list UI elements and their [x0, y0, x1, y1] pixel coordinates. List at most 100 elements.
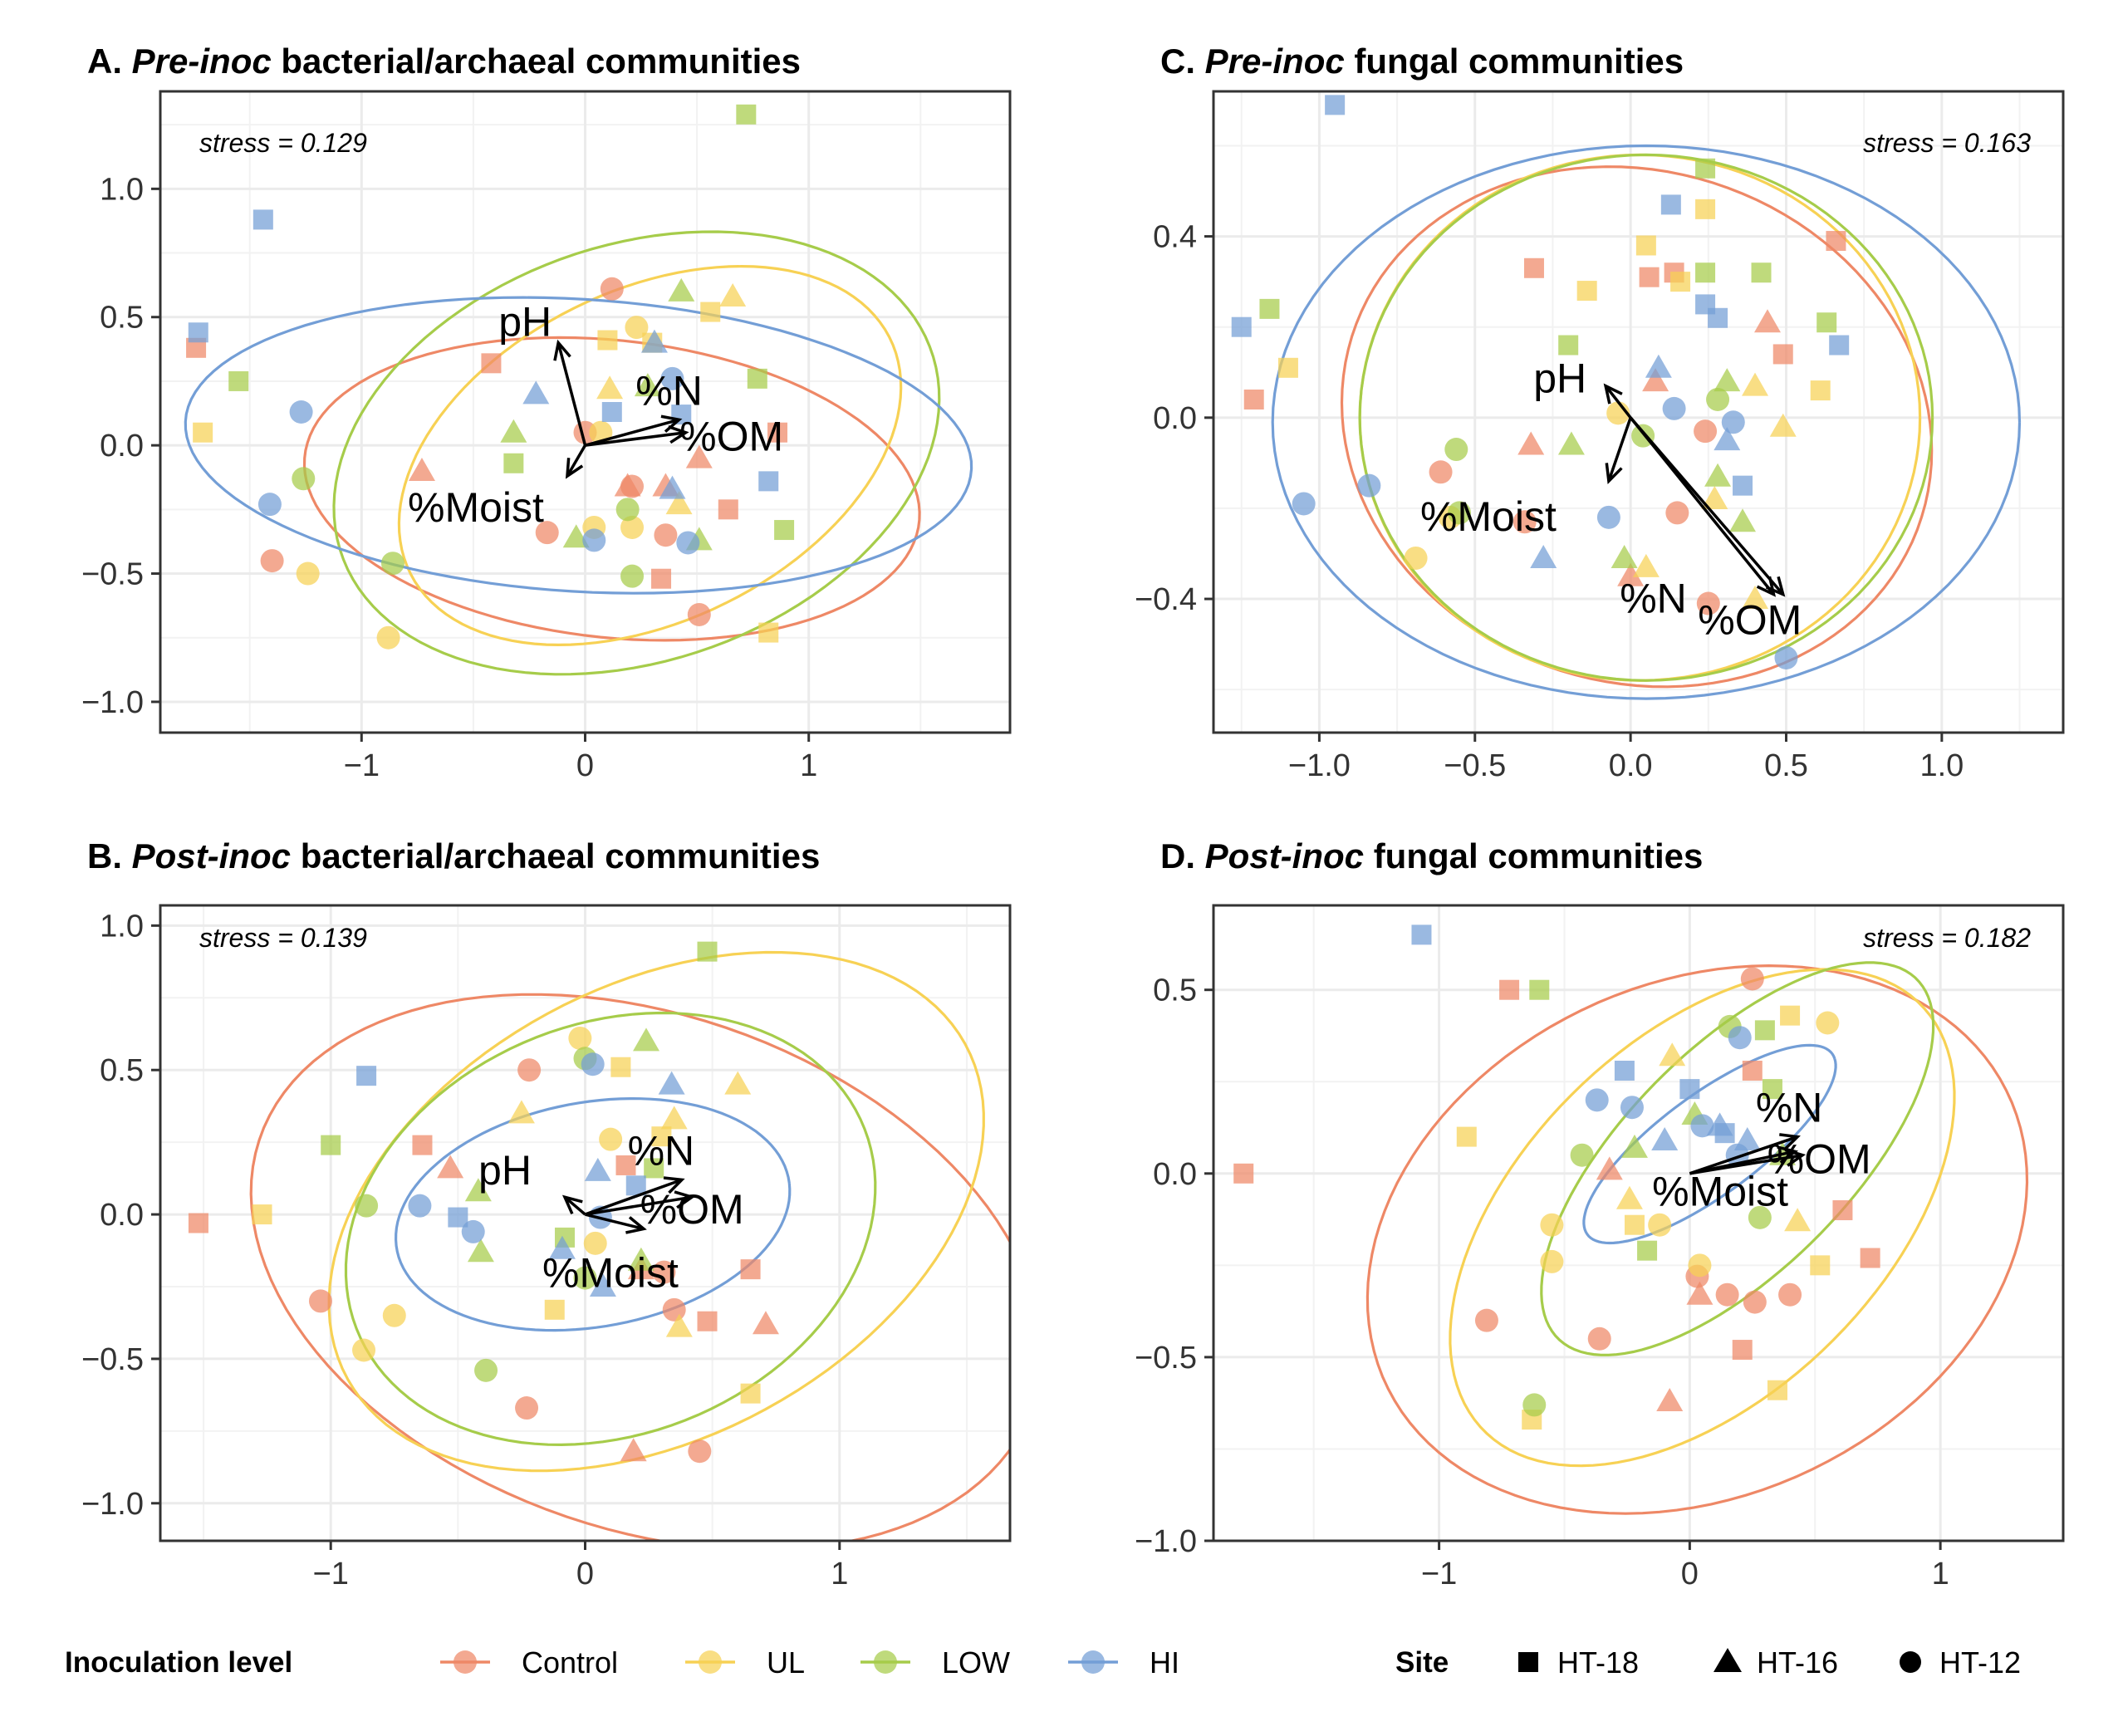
- x-tick-label: 0.5: [1764, 748, 1808, 783]
- panel-a-title: A. Pre-inoc bacterial/archaeal communiti…: [87, 42, 801, 81]
- point-hi-ht-12: [1292, 492, 1316, 516]
- legend-label: HT-16: [1757, 1645, 1838, 1680]
- point-ul-ht-16: [665, 1313, 693, 1337]
- ellipse-low: [332, 230, 941, 676]
- point-hi-ht-18: [758, 471, 779, 492]
- point-ul-ht-16: [1784, 1208, 1812, 1232]
- point-ul-ht-16: [660, 1106, 688, 1130]
- point-hi-ht-16: [584, 1157, 611, 1181]
- point-hi-ht-16: [589, 1273, 616, 1297]
- point-control-ht-12: [1474, 1308, 1498, 1332]
- point-ul-ht-18: [1576, 281, 1597, 302]
- point-low-ht-18: [1816, 312, 1837, 333]
- point-control-ht-18: [651, 568, 672, 589]
- point-low-ht-12: [1706, 387, 1730, 411]
- point-ul-ht-12: [583, 1231, 607, 1255]
- legend-key-low: [860, 1650, 910, 1674]
- point-ul-ht-18: [1635, 235, 1656, 256]
- points: [186, 104, 795, 650]
- point-control-ht-18: [481, 353, 502, 374]
- vector-arrow: [585, 430, 686, 447]
- point-control-ht-18: [1523, 257, 1544, 278]
- point-ul-ht-18: [1810, 1255, 1831, 1276]
- axes: −1 0 1 −1.0 −0.5 0.0 0.5 1.0: [81, 909, 848, 1591]
- point-control-ht-12: [1665, 501, 1689, 525]
- vector-label: pH: [1533, 356, 1586, 402]
- y-tick-label: −0.5: [81, 557, 144, 592]
- point-control-ht-18: [615, 1155, 636, 1175]
- x-tick-label: −1.0: [1288, 748, 1351, 783]
- stress-label: stress = 0.139: [199, 923, 367, 953]
- legend-label: Control: [522, 1645, 618, 1680]
- y-tick-label: 0.0: [100, 429, 144, 463]
- point-low-ht-12: [380, 552, 404, 576]
- point-hi-ht-18: [252, 209, 273, 230]
- site-key-square: [1518, 1652, 1538, 1672]
- point-hi-ht-16: [1530, 544, 1557, 568]
- point-ul-ht-18: [1767, 1380, 1787, 1400]
- point-ul-ht-16: [1659, 1042, 1686, 1067]
- point-ul-ht-18: [610, 1057, 631, 1077]
- point-low-ht-12: [1748, 1205, 1772, 1229]
- point-control-ht-18: [1243, 389, 1264, 409]
- y-tick-label: −0.5: [1135, 1341, 1197, 1376]
- vector-arrowhead: [668, 425, 689, 444]
- vector-arrowhead: [1777, 1145, 1799, 1165]
- point-control-ht-12: [1694, 419, 1718, 444]
- point-control-ht-18: [718, 499, 738, 520]
- point-control-ht-18: [412, 1135, 433, 1155]
- vector-arrowhead: [565, 458, 584, 479]
- point-hi-ht-12: [257, 493, 282, 517]
- point-hi-ht-12: [1662, 396, 1686, 420]
- point-ul-ht-12: [296, 562, 320, 586]
- vector-label: %N: [1620, 576, 1687, 622]
- point-control-ht-18: [697, 1311, 718, 1331]
- vector-arrowhead: [625, 1216, 647, 1234]
- point-low-ht-12: [1522, 1393, 1547, 1417]
- point-control-ht-16: [1754, 309, 1782, 333]
- legend: Inoculation level Control UL LOW HI Site HT…: [65, 1645, 2021, 1680]
- point-low-ht-18: [228, 370, 249, 391]
- point-low-ht-16: [633, 1027, 660, 1052]
- vector-arrow: [1607, 417, 1632, 482]
- vector-label: %Moist: [542, 1249, 679, 1296]
- point-control-ht-16: [408, 458, 435, 482]
- point-low-ht-18: [644, 1158, 664, 1179]
- ellipse-control: [302, 336, 921, 642]
- point-low-ht-16: [1611, 544, 1638, 568]
- y-tick-label: 0.5: [100, 301, 144, 336]
- legend-label: HT-12: [1939, 1645, 2021, 1680]
- vector-label: pH: [498, 299, 552, 346]
- ellipse-ul: [397, 264, 903, 647]
- point-ul-ht-16: [1701, 486, 1728, 510]
- point-ul-ht-16: [724, 1071, 752, 1095]
- point-control-ht-18: [767, 422, 788, 443]
- point-low-ht-18: [321, 1135, 341, 1155]
- point-hi-ht-12: [1596, 505, 1620, 529]
- point-ul-ht-16: [665, 491, 693, 515]
- legend-label: UL: [767, 1645, 805, 1680]
- point-hi-ht-12: [676, 531, 700, 555]
- legend-key-hi: [1068, 1650, 1118, 1674]
- x-tick-label: 0: [576, 748, 594, 783]
- point-low-ht-18: [1529, 979, 1550, 1000]
- point-hi-ht-12: [1721, 410, 1745, 434]
- point-ul-ht-16: [1769, 413, 1797, 437]
- vector-arrow: [556, 342, 587, 446]
- point-low-ht-12: [573, 1266, 597, 1290]
- point-control-ht-16: [1517, 431, 1545, 455]
- vector-arrowhead: [1765, 576, 1786, 597]
- point-ul-ht-12: [352, 1338, 376, 1362]
- point-hi-ht-12: [1774, 645, 1798, 669]
- point-low-ht-18: [1751, 262, 1772, 283]
- point-ul-ht-18: [1810, 380, 1831, 401]
- vector-arrow: [585, 1213, 645, 1231]
- x-tick-label: −1: [313, 1557, 349, 1591]
- panel-b-title: B. Post-inoc bacterial/archaeal communit…: [87, 836, 820, 875]
- axes: −1 0 1 −1.0 −0.5 0.0 0.5 1.0: [81, 172, 817, 783]
- vector-label: %N: [628, 1127, 695, 1174]
- point-ul-ht-18: [193, 422, 213, 443]
- y-tick-label: −1.0: [1135, 1524, 1197, 1559]
- point-low-ht-16: [1557, 431, 1585, 455]
- vector-arrowhead: [1779, 1133, 1801, 1151]
